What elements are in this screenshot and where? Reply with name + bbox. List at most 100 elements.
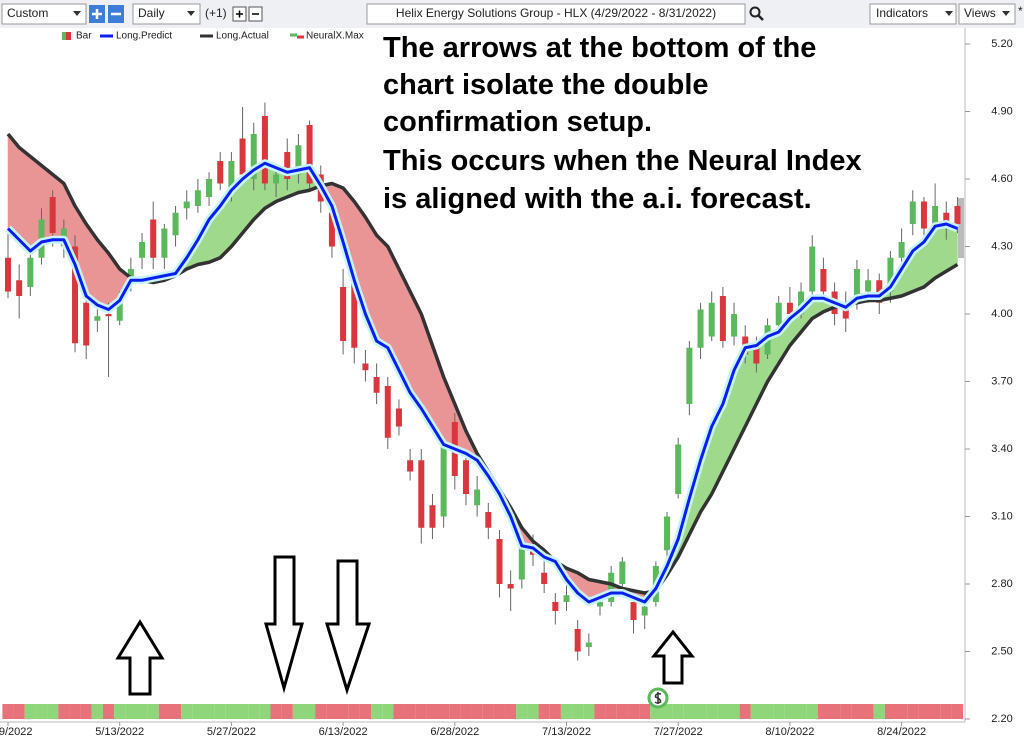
neural-index-cell — [303, 704, 316, 719]
neural-index-cell — [851, 704, 863, 719]
candle-body — [418, 460, 425, 528]
dropdown-arrow — [73, 11, 81, 16]
neural-index-cell — [404, 704, 416, 719]
candle-body — [5, 257, 11, 292]
y-tick-label: 2.20 — [991, 713, 1012, 725]
candle-body — [518, 545, 525, 580]
candle-body — [798, 291, 805, 314]
x-tick-label: 8/24/2022 — [877, 726, 926, 738]
candle-body — [172, 212, 179, 236]
candle-body — [351, 280, 358, 348]
legend-icon — [62, 32, 66, 40]
predict-line — [6, 161, 959, 604]
neural-index-cell — [371, 704, 383, 719]
scrollbar-thumb[interactable] — [958, 198, 964, 258]
annotation: The arrows at the bottom of the — [383, 32, 816, 64]
neural-index-cell — [583, 704, 595, 719]
candle-body — [731, 314, 738, 337]
candle-body — [853, 269, 860, 296]
candle-body — [809, 246, 816, 292]
x-tick-label: 6/13/2022 — [319, 726, 368, 738]
neural-index-cell — [125, 704, 137, 719]
neural-index-cell — [348, 704, 360, 719]
candle-body — [552, 602, 559, 611]
up-arrow — [115, 619, 165, 696]
neural-index-cell — [873, 704, 885, 719]
candle-body — [161, 228, 168, 258]
neural-index-cell — [929, 704, 941, 719]
neural-index-cell — [639, 704, 651, 719]
candle-body — [954, 206, 961, 224]
candle-body — [608, 572, 615, 602]
y-tick-label: 5.20 — [991, 38, 1012, 50]
y-tick-label: 4.00 — [991, 308, 1012, 320]
range-select[interactable] — [1, 3, 87, 25]
neural-index-cell — [91, 704, 103, 719]
candle-body — [340, 287, 347, 341]
annotation: This occurs when the Neural Index — [383, 145, 862, 177]
interval-select[interactable] — [132, 3, 201, 25]
down-arrow — [264, 555, 304, 694]
neural-index-cell — [828, 704, 841, 719]
neural-index-cell — [382, 704, 394, 719]
candle-body — [462, 460, 469, 494]
candle-body — [675, 444, 682, 494]
views-select[interactable] — [958, 3, 1016, 25]
neural-index-cell — [136, 704, 148, 719]
neural-index-cell — [661, 704, 673, 719]
candle-body — [887, 257, 894, 292]
neural-index-cell — [225, 704, 237, 719]
neural-index-cell — [728, 704, 740, 719]
candle-body — [105, 314, 112, 317]
neural-index-cell — [438, 704, 450, 719]
neural-index-cell — [2, 704, 14, 719]
plus-icon — [236, 10, 243, 18]
candle-body — [239, 138, 246, 175]
neural-index-cell — [806, 704, 818, 719]
plot-area — [2, 102, 964, 719]
neural-index-cell — [214, 704, 226, 719]
candle-body — [384, 386, 391, 438]
y-tick-label: 2.50 — [991, 645, 1012, 657]
dropdown-arrow — [945, 11, 953, 16]
candle-body — [574, 629, 581, 652]
indicators-select[interactable] — [869, 3, 957, 25]
neural-index-cell — [114, 704, 126, 719]
plus-icon — [92, 9, 102, 19]
annotation: chart isolate the double — [383, 69, 709, 101]
neural-index-cell — [616, 704, 628, 719]
candle-body — [719, 296, 726, 341]
candle-body — [753, 347, 760, 364]
neural-index-cell — [292, 704, 305, 719]
neural-index-cell — [203, 704, 215, 719]
interval-text: Daily — [138, 6, 165, 20]
neural-index-cell — [773, 704, 785, 719]
neural-index-cell — [572, 704, 584, 719]
legend-label: NeuralX.Max — [306, 31, 364, 42]
candle-body — [786, 302, 793, 314]
candle-body — [898, 242, 905, 258]
neural-index-cell — [158, 704, 170, 719]
legend-icon — [66, 32, 71, 40]
x-tick-label: 5/27/2022 — [207, 726, 256, 738]
neural-index-cell — [471, 704, 483, 719]
candle-body — [228, 161, 235, 191]
neural-index-cell — [393, 704, 405, 719]
neural-index-cell — [493, 704, 506, 719]
neural-index-cell — [840, 704, 852, 719]
symbol-box[interactable] — [366, 3, 746, 25]
neural-index-cell — [270, 704, 282, 719]
dollar-icon — [654, 692, 662, 704]
search-icon[interactable] — [749, 6, 761, 18]
up-arrow — [650, 629, 696, 685]
neural-index-cell — [672, 704, 684, 719]
neural-index-cell — [527, 704, 539, 719]
forecast-cloud — [934, 223, 947, 279]
candle-body — [563, 595, 570, 602]
neural-index-cell — [951, 704, 964, 719]
neural-index-cell — [505, 704, 517, 719]
candle-body — [541, 572, 548, 584]
neural-index-cell — [236, 704, 249, 719]
neural-index-cell — [69, 704, 81, 719]
neural-index-cell — [538, 704, 550, 719]
